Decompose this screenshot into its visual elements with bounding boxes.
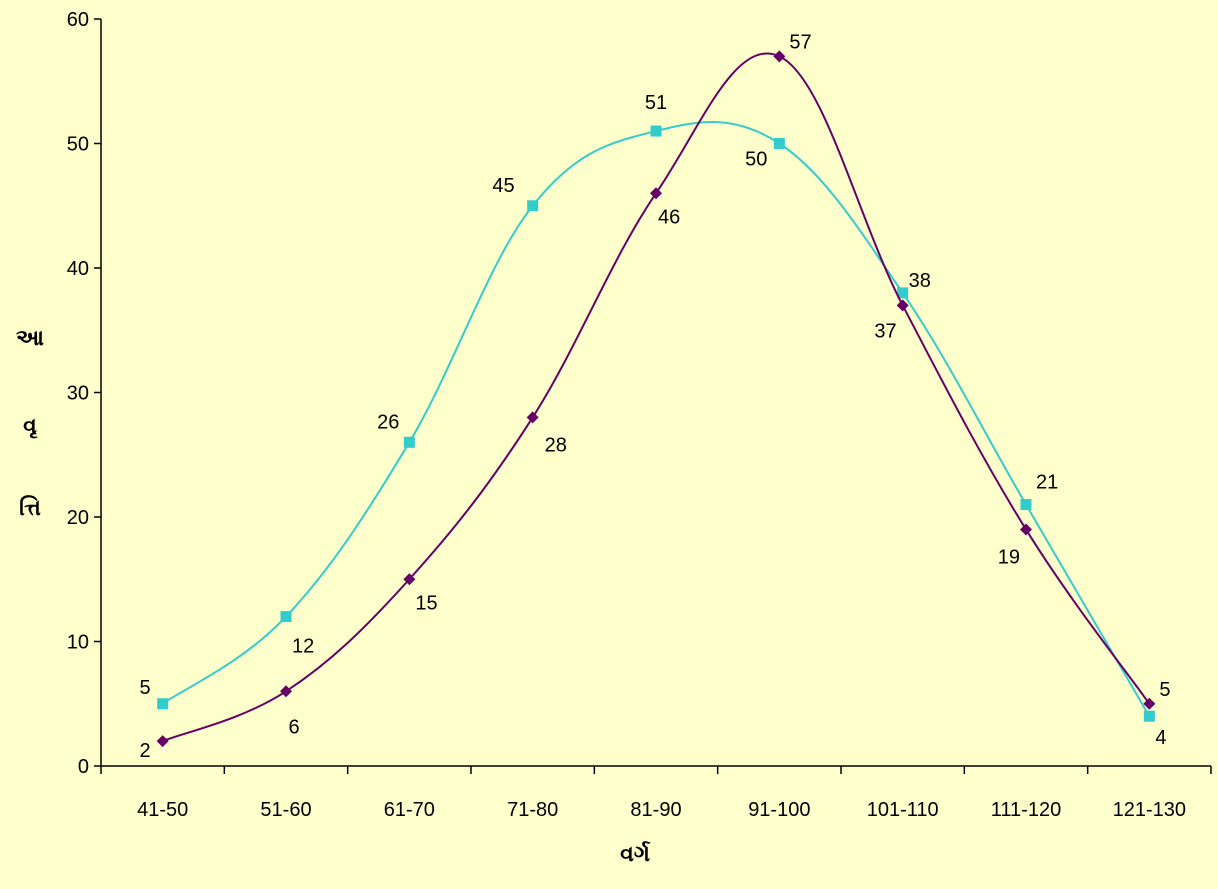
data-label: 6 — [288, 716, 299, 738]
x-tick-label: 71-80 — [507, 799, 558, 821]
data-label: 21 — [1036, 472, 1058, 494]
data-label: 28 — [545, 434, 567, 456]
data-point — [1143, 710, 1155, 722]
x-tick-label: 81-90 — [630, 799, 681, 821]
y-tick-label: 50 — [67, 134, 89, 156]
data-label: 50 — [745, 149, 767, 171]
data-point — [526, 411, 539, 424]
data-point — [527, 200, 539, 212]
y-axis-title-part-3: ત્તિ — [19, 495, 41, 521]
x-tick-label: 91-100 — [748, 799, 810, 821]
data-label: 26 — [377, 411, 399, 433]
y-tick-label: 0 — [78, 756, 89, 778]
data-label: 2 — [140, 740, 151, 762]
series-layer — [156, 50, 1156, 748]
data-label: 57 — [789, 31, 811, 53]
axes: 0 10 20 30 40 50 60 41-50 51-60 61-70 71-80 81-90 91… — [67, 9, 1212, 821]
data-point — [403, 436, 415, 448]
series-line-2 — [162, 52, 1151, 743]
data-point — [403, 573, 416, 586]
x-tick-label: 61-70 — [384, 799, 435, 821]
x-axis-title: વર્ગ — [620, 841, 651, 867]
data-label: 4 — [1155, 727, 1166, 749]
data-point — [1020, 523, 1032, 536]
data-label: 19 — [998, 546, 1020, 568]
data-point — [1020, 499, 1032, 511]
data-label: 5 — [1159, 679, 1170, 701]
x-tick-label: 121-130 — [1113, 799, 1186, 821]
data-label: 46 — [658, 206, 680, 228]
y-tick-label: 40 — [67, 258, 89, 280]
data-point — [1143, 697, 1156, 710]
x-tick-label: 41-50 — [137, 799, 188, 821]
data-point — [650, 187, 662, 200]
data-label: 15 — [415, 592, 437, 614]
data-point — [280, 611, 292, 623]
x-tick-label: 101-110 — [867, 799, 939, 821]
data-point — [896, 299, 909, 312]
y-axis-title-part-1: આ — [16, 326, 44, 351]
data-label: 37 — [874, 320, 896, 342]
data-point — [280, 685, 292, 698]
data-label: 51 — [645, 92, 667, 114]
data-point — [157, 698, 169, 710]
data-label: 12 — [292, 636, 314, 658]
series-line-1 — [162, 121, 1151, 717]
x-tick-label: 111-120 — [991, 799, 1061, 821]
data-point — [897, 287, 909, 299]
y-tick-label: 20 — [67, 507, 89, 529]
data-point — [773, 138, 785, 149]
x-tick-label: 51-60 — [260, 799, 311, 821]
data-point — [156, 735, 169, 748]
y-tick-label: 60 — [67, 9, 89, 31]
y-tick-label: 30 — [67, 383, 89, 405]
data-point — [650, 125, 662, 137]
data-point — [773, 50, 786, 63]
y-axis-title-part-2: વૃ — [23, 414, 38, 439]
data-label: 38 — [909, 270, 931, 292]
data-label: 45 — [492, 175, 514, 197]
data-label: 5 — [140, 677, 151, 699]
y-tick-label: 10 — [67, 632, 89, 654]
